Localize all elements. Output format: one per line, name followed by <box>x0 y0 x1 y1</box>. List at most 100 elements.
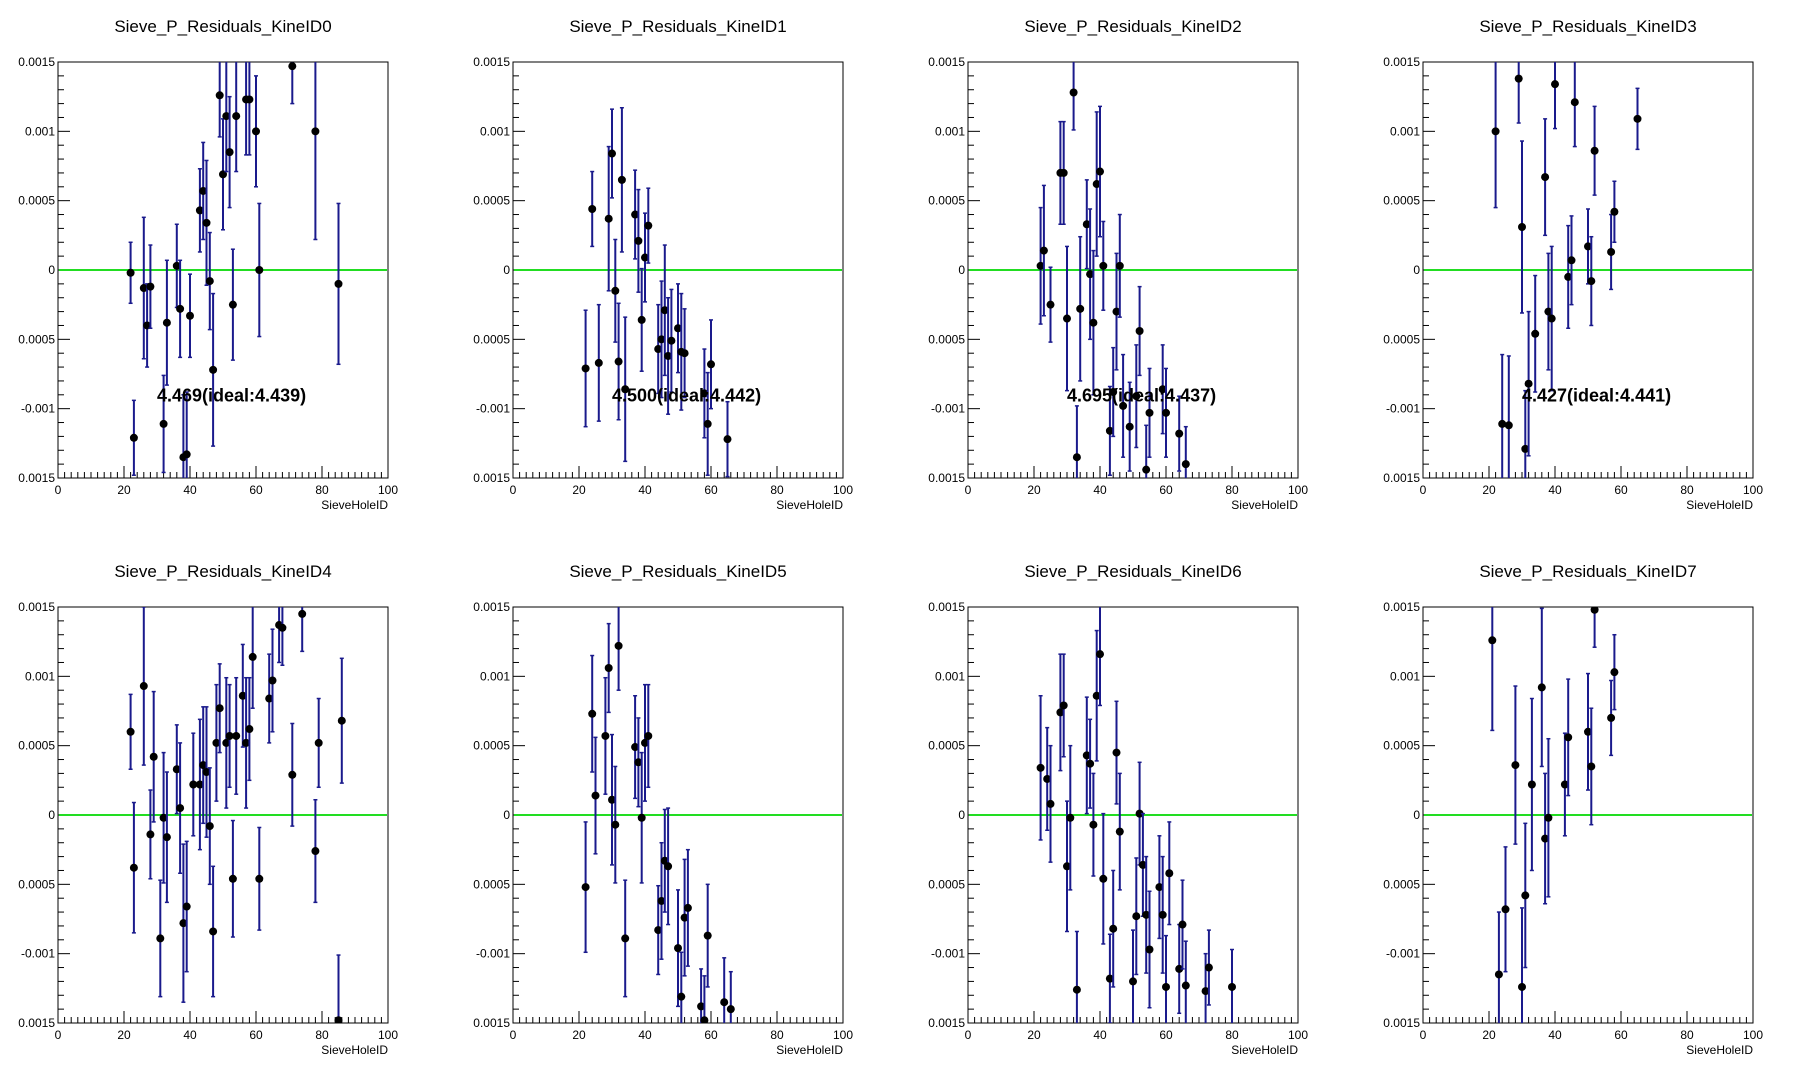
data-point <box>1590 607 1599 614</box>
data-point <box>209 927 218 936</box>
x-tick-label: 80 <box>1225 1028 1239 1042</box>
chart-panel-4: Sieve_P_Residuals_KineID4 0.0015 0.001 0.00… <box>18 562 398 1057</box>
data-point <box>641 253 649 262</box>
data-point <box>1072 985 1081 994</box>
data-point <box>1537 683 1546 692</box>
data-point <box>1063 862 1071 871</box>
data-point <box>1082 220 1091 229</box>
data-point <box>159 813 168 822</box>
data-point <box>703 931 712 940</box>
x-axis-label: SieveHoleID <box>1231 1043 1298 1057</box>
data-point <box>1162 408 1170 417</box>
data-point <box>1155 883 1164 892</box>
x-tick-label: 80 <box>315 1028 329 1042</box>
data-point <box>683 903 692 912</box>
data-point <box>146 282 155 291</box>
data-point <box>1119 401 1128 410</box>
data-point <box>126 268 135 277</box>
fit-annotation: 4.427(ideal:4.441) <box>1522 386 1671 406</box>
x-tick-label: 0 <box>55 483 62 497</box>
data-point <box>1043 774 1052 783</box>
y-tick-label: 0.0015 <box>1383 1016 1420 1030</box>
data-point <box>1145 408 1154 417</box>
data-point <box>1494 970 1503 979</box>
data-point <box>1531 329 1540 338</box>
data-point <box>1056 708 1065 717</box>
data-point <box>1089 820 1098 829</box>
y-tick-label: 0.0015 <box>473 600 510 614</box>
data-point <box>186 311 194 320</box>
data-point <box>1076 304 1085 313</box>
y-tick-label: 0.0005 <box>928 877 965 891</box>
data-point <box>1132 912 1141 921</box>
data-point <box>195 206 204 215</box>
data-point <box>674 944 682 953</box>
data-point <box>182 902 191 911</box>
x-tick-label: 80 <box>1680 1028 1694 1042</box>
x-tick-label: 40 <box>183 483 197 497</box>
x-tick-label: 0 <box>965 483 972 497</box>
data-point <box>1109 388 1118 397</box>
data-point <box>1046 300 1055 309</box>
y-tick-label: 0.0015 <box>928 1016 965 1030</box>
data-point <box>697 1002 706 1011</box>
data-point <box>674 324 682 333</box>
y-tick-label: 0.0005 <box>473 194 510 208</box>
data-point <box>232 112 241 121</box>
data-point <box>1059 701 1068 710</box>
data-point <box>176 804 185 813</box>
y-tick-label: 0 <box>48 808 55 822</box>
y-tick-label: 0.001 <box>25 124 55 138</box>
data-series <box>581 107 732 478</box>
data-point <box>202 218 211 227</box>
data-point <box>588 204 597 213</box>
y-tick-label: 0.0005 <box>18 194 55 208</box>
data-point <box>637 813 646 822</box>
y-tick-label: 0.001 <box>1390 124 1420 138</box>
y-tick-label: -0.001 <box>476 947 510 961</box>
data-point <box>126 727 135 736</box>
data-point <box>1142 465 1151 474</box>
data-point <box>637 315 646 324</box>
data-point <box>1175 429 1184 438</box>
x-tick-label: 100 <box>378 1028 398 1042</box>
data-point <box>654 345 663 354</box>
data-point <box>1181 981 1190 990</box>
data-point <box>1165 869 1174 878</box>
data-point <box>1112 748 1121 757</box>
data-point <box>215 704 224 713</box>
x-tick-label: 100 <box>833 1028 853 1042</box>
data-point <box>617 175 626 184</box>
data-point <box>703 419 712 428</box>
data-point <box>252 127 260 136</box>
data-point <box>700 1016 709 1023</box>
data-point <box>614 641 623 650</box>
y-tick-label: 0.0005 <box>1383 194 1420 208</box>
data-point <box>1105 426 1114 435</box>
data-point <box>245 95 254 104</box>
data-point <box>1610 207 1619 216</box>
data-point <box>1551 80 1559 89</box>
y-tick-label: 0.001 <box>935 124 965 138</box>
x-tick-label: 80 <box>1225 483 1239 497</box>
data-point <box>311 127 320 136</box>
data-point <box>1518 982 1526 991</box>
data-point <box>1086 270 1095 279</box>
fit-annotation: 4.695(ideal:4.437) <box>1067 386 1216 406</box>
data-point <box>677 992 686 1001</box>
y-tick-label: 0.0015 <box>1383 55 1420 69</box>
data-point <box>614 357 623 366</box>
data-point <box>1109 924 1118 933</box>
x-axis-label: SieveHoleID <box>321 498 388 512</box>
x-tick-label: 100 <box>833 483 853 497</box>
data-point <box>1059 168 1068 177</box>
y-tick-label: 0.0005 <box>473 877 510 891</box>
data-point <box>1145 945 1154 954</box>
data-point <box>1069 88 1078 97</box>
data-point <box>265 694 274 703</box>
data-point <box>1162 982 1170 991</box>
data-point <box>1125 422 1134 431</box>
y-tick-label: 0.0005 <box>18 877 55 891</box>
data-point <box>644 221 653 230</box>
data-series <box>126 607 346 1023</box>
